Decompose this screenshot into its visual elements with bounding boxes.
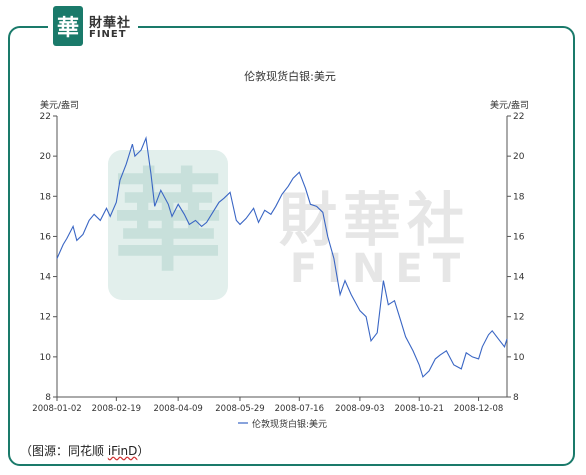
y-tick-label-left: 8 <box>45 393 51 403</box>
logo-char: 華 <box>56 15 79 41</box>
legend-label: 伦敦现货白银:美元 <box>252 418 327 430</box>
y-tick-label-right: 12 <box>513 313 524 323</box>
watermark-name-en: FINET <box>290 246 470 292</box>
watermark-logo-icon <box>108 150 228 300</box>
brand-name-cn: 財華社 <box>89 12 132 31</box>
source-prefix: （图源：同花顺 <box>20 444 108 458</box>
watermark: 華 財華社 FINET <box>108 150 471 300</box>
y-tick-label-right: 18 <box>513 192 525 202</box>
y-tick-label-right: 22 <box>513 112 524 122</box>
x-tick-label: 2008-01-02 <box>32 404 81 414</box>
y-tick-label-right: 14 <box>513 273 525 283</box>
chart-title: 伦敦现货白银:美元 <box>244 69 336 83</box>
y-axis-unit-left: 美元/盎司 <box>40 99 79 111</box>
watermark-logo-char: 華 <box>113 157 223 286</box>
x-tick-label: 2008-02-19 <box>92 404 141 414</box>
x-tick-label: 2008-09-03 <box>335 404 384 414</box>
source-suffix: ） <box>137 444 150 458</box>
x-tick-label: 2008-04-09 <box>153 404 202 414</box>
axes: 8 8 10 10 12 12 14 14 16 16 18 18 20 20 22 22 2008-01-02… <box>32 112 524 414</box>
y-tick-label-right: 16 <box>513 232 525 242</box>
y-tick-label-left: 10 <box>40 353 52 363</box>
x-tick-label: 2008-05-29 <box>215 404 264 414</box>
y-tick-label-left: 22 <box>40 112 51 122</box>
y-tick-label-left: 14 <box>40 273 52 283</box>
legend: 伦敦现货白银:美元 <box>238 418 327 430</box>
x-tick-label: 2008-10-21 <box>395 404 444 414</box>
y-tick-label-right: 8 <box>513 393 519 403</box>
brand-name-en: FINET <box>89 29 127 40</box>
watermark-name-cn: 財華社 <box>279 186 471 254</box>
series-line-silver <box>56 135 508 378</box>
chart-frame <box>8 26 575 466</box>
y-tick-label-right: 10 <box>513 353 525 363</box>
finet-logo-icon: 華 <box>53 6 83 46</box>
y-tick-label-left: 12 <box>40 313 51 323</box>
y-tick-label-left: 20 <box>40 152 52 162</box>
source-highlight: iFinD <box>107 444 138 458</box>
y-tick-label-right: 20 <box>513 152 525 162</box>
y-tick-label-left: 16 <box>40 232 52 242</box>
y-axis-unit-right: 美元/盎司 <box>490 99 529 111</box>
x-tick-label: 2008-12-08 <box>454 404 503 414</box>
source-note: （图源：同花顺 iFinD） <box>20 442 149 459</box>
y-tick-label-left: 18 <box>40 192 52 202</box>
x-tick-label: 2008-07-16 <box>275 404 324 414</box>
